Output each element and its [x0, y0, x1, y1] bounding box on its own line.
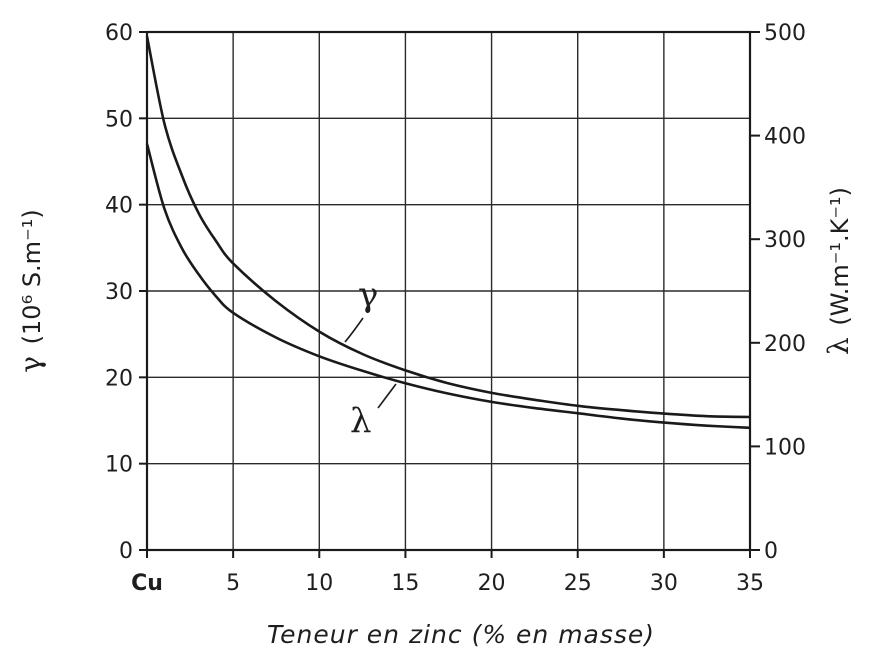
- lambda-curve-label: λ: [350, 401, 372, 441]
- gamma-curve-label: γ: [358, 275, 378, 315]
- right-tick-label: 500: [764, 21, 806, 46]
- left-axis-symbol: γ: [14, 356, 47, 373]
- right-axis-ticks: 0 100 200 300 400 500: [750, 21, 806, 564]
- left-tick-label: 60: [105, 21, 133, 46]
- x-axis-ticks: Cu 5 10 15 20 25 30 35: [131, 550, 764, 596]
- right-axis-symbol: λ: [822, 337, 855, 355]
- x-tick-label: 35: [736, 571, 764, 596]
- gamma-curve: [145, 36, 751, 419]
- right-tick-label: 200: [764, 332, 806, 357]
- right-axis-unit: (W.m⁻¹.K⁻¹): [826, 187, 854, 326]
- lambda-curve: [145, 143, 751, 430]
- right-tick-label: 100: [764, 435, 806, 460]
- left-tick-label: 50: [105, 107, 133, 132]
- svg-text:λ (W.m⁻¹.K⁻¹): λ (W.m⁻¹.K⁻¹): [822, 187, 855, 355]
- curves: [145, 36, 751, 430]
- left-axis-unit: (10⁶ S.m⁻¹): [18, 209, 46, 344]
- x-tick-label: 20: [478, 571, 506, 596]
- right-tick-label: 300: [764, 228, 806, 253]
- left-tick-label: 0: [119, 539, 133, 564]
- lambda-leader-line: [377, 383, 397, 409]
- left-tick-label: 30: [105, 280, 133, 305]
- right-tick-label: 400: [764, 125, 806, 150]
- left-tick-label: 20: [105, 366, 133, 391]
- grid: [147, 32, 750, 550]
- left-tick-label: 40: [105, 194, 133, 219]
- left-axis-title: γ (10⁶ S.m⁻¹): [14, 209, 47, 372]
- x-tick-label: 10: [305, 571, 333, 596]
- x-axis-title: Teneur en zinc (% en masse): [267, 620, 655, 649]
- x-tick-label: 15: [391, 571, 419, 596]
- right-axis-title: λ (W.m⁻¹.K⁻¹): [822, 187, 855, 355]
- left-tick-label: 10: [105, 453, 133, 478]
- x-tick-label: 25: [564, 571, 592, 596]
- svg-text:γ (10⁶ S.m⁻¹): γ (10⁶ S.m⁻¹): [14, 209, 47, 372]
- right-tick-label: 0: [764, 539, 778, 564]
- x-tick-label: 30: [650, 571, 678, 596]
- gamma-leader-line: [344, 317, 364, 343]
- x-tick-label: Cu: [131, 571, 163, 596]
- left-axis-ticks: 0 10 20 30 40 50 60: [105, 21, 147, 564]
- x-tick-label: 5: [226, 571, 240, 596]
